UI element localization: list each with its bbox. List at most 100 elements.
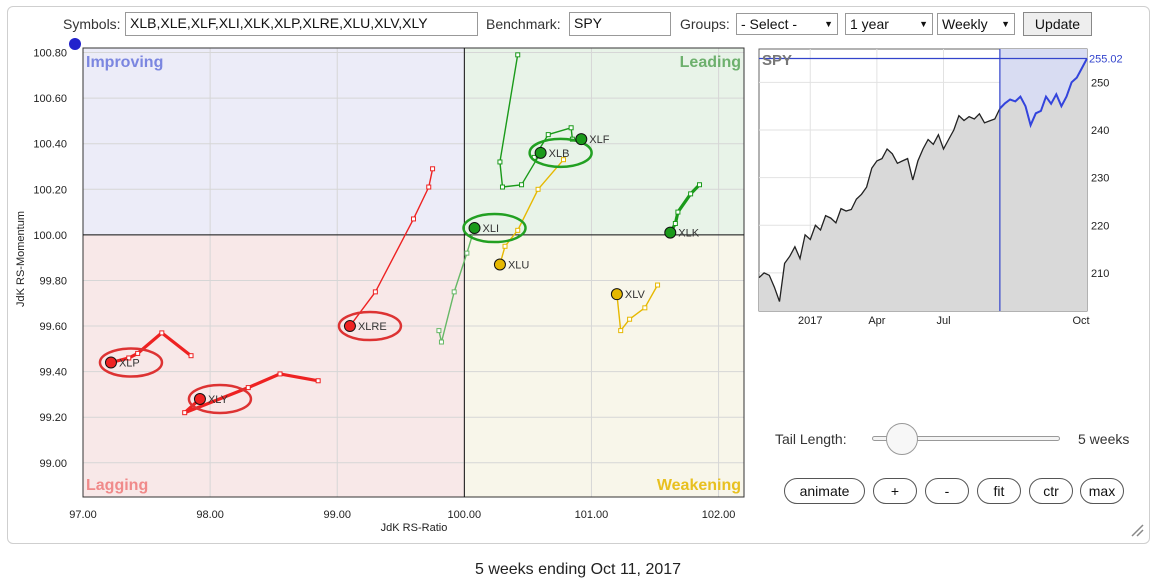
series-label-xly: XLY xyxy=(208,394,229,406)
tail-point-xlf xyxy=(568,125,574,131)
zoom-out-button[interactable]: - xyxy=(925,478,969,504)
fit-button[interactable]: fit xyxy=(977,478,1021,504)
tail-point-xlv xyxy=(655,282,661,288)
plot-border xyxy=(82,47,745,498)
highlight-ring-xlb xyxy=(528,137,593,169)
tail-point-xlp xyxy=(188,353,194,359)
series-label-xli: XLI xyxy=(483,223,500,235)
head-marker-xlre xyxy=(343,320,356,333)
groups-select[interactable]: - Select - ▼ xyxy=(736,13,838,35)
tail-point-xlb xyxy=(519,182,525,188)
symbols-input[interactable]: XLB,XLE,XLF,XLI,XLK,XLP,XLRE,XLU,XLV,XLY xyxy=(125,12,478,36)
benchmark-input[interactable]: SPY xyxy=(569,12,671,36)
spy-y-tick-label: 220 xyxy=(1091,220,1109,232)
y-tick-label: 99.60 xyxy=(39,321,67,333)
x-tick-label: 99.00 xyxy=(323,509,351,521)
series-label-xlu: XLU xyxy=(508,260,529,272)
axes xyxy=(82,47,745,498)
tail-point-xlp xyxy=(135,350,141,356)
tail-point-xlre xyxy=(430,166,436,172)
tail-point-xlb xyxy=(497,159,503,165)
tail-point-xly xyxy=(245,385,251,391)
tail-length-slider-handle[interactable] xyxy=(886,423,918,455)
spy-x-tick-label: Apr xyxy=(868,315,885,327)
corner-dot-icon[interactable] xyxy=(69,38,81,50)
x-tick-label: 97.00 xyxy=(69,509,97,521)
tail-heads: XLB XLF XLI XLK XLU XLV XLRE XLP XLY xyxy=(98,133,700,415)
chevron-down-icon: ▼ xyxy=(1001,19,1010,29)
x-tick-label: 98.00 xyxy=(196,509,224,521)
head-marker-xlp xyxy=(104,356,117,369)
tail-point-xlp xyxy=(126,355,132,361)
resize-handle-icon[interactable] xyxy=(1128,521,1144,537)
head-marker-xlf xyxy=(575,133,588,146)
zoom-in-button[interactable]: + xyxy=(873,478,917,504)
center-button[interactable]: ctr xyxy=(1029,478,1073,504)
tail-point-xlv xyxy=(642,305,648,311)
y-tick-label: 100.60 xyxy=(33,93,67,105)
quadrant-labels: Improving Leading Lagging Weakening xyxy=(86,54,741,494)
improving-quadrant xyxy=(83,48,465,235)
tail-point-xli xyxy=(451,289,457,295)
highlight-ring-xly xyxy=(187,383,253,415)
max-button[interactable]: max xyxy=(1080,478,1124,504)
y-tick-label: 99.20 xyxy=(39,412,67,424)
spy-y-tick-label: 250 xyxy=(1091,77,1109,89)
tick-labels: 100.80 100.60 100.40 100.20 100.00 99.80 99.60… xyxy=(33,48,735,521)
tail-point-xli xyxy=(438,339,444,345)
quadrant-label-leading: Leading xyxy=(680,54,741,71)
tail-point-xlp xyxy=(159,330,165,336)
lagging-quadrant xyxy=(83,234,465,497)
spy-x-tick-label: Jul xyxy=(936,315,950,327)
chart-caption: 5 weeks ending Oct 11, 2017 xyxy=(474,561,682,578)
period-select[interactable]: 1 year ▼ xyxy=(845,13,933,35)
series-label-xlre: XLRE xyxy=(358,321,387,333)
spy-benchmark-chart: SPY 255.02 250 240 230 220 210 2017 Apr Jul Oct xyxy=(758,48,1123,327)
update-button[interactable]: Update xyxy=(1023,12,1092,36)
head-marker-xli xyxy=(468,222,481,235)
weakening-quadrant xyxy=(464,234,744,497)
y-tick-label: 100.80 xyxy=(33,48,67,60)
head-marker-xly xyxy=(193,392,206,405)
spy-x-tick-label: Oct xyxy=(1072,315,1089,327)
tail-point-xlu xyxy=(515,227,521,233)
series-label-xlk: XLK xyxy=(678,228,699,240)
animate-button[interactable]: animate xyxy=(784,478,865,504)
tail-point-xly xyxy=(182,410,188,416)
symbols-label: Symbols: xyxy=(63,16,121,32)
tail-point-xlu xyxy=(535,186,541,192)
frequency-select[interactable]: Weekly ▼ xyxy=(937,13,1015,35)
tail-point-xlf xyxy=(545,132,551,138)
tail-point-xlv xyxy=(618,328,624,334)
frequency-select-value: Weekly xyxy=(942,16,988,32)
x-axis-label: JdK RS-Ratio xyxy=(381,522,448,534)
groups-select-value: - Select - xyxy=(741,16,798,32)
tail-length-slider-track[interactable] xyxy=(872,436,1060,441)
series-label-xlb: XLB xyxy=(549,148,570,160)
spy-title: SPY xyxy=(762,52,792,69)
head-marker-xlk xyxy=(664,226,677,239)
tail-length-value: 5 weeks xyxy=(1078,431,1130,447)
y-tick-label: 100.40 xyxy=(33,139,67,151)
y-tick-label: 99.00 xyxy=(39,458,67,470)
highlight-ring-xlp xyxy=(98,347,164,378)
tail-point-xlk xyxy=(697,182,703,188)
groups-label: Groups: xyxy=(680,16,730,32)
tail-point-xli xyxy=(436,328,442,334)
spy-tail-line xyxy=(999,58,1088,129)
y-axis-label: JdK RS-Momentum xyxy=(15,211,27,307)
y-tick-label: 99.80 xyxy=(39,275,67,287)
spy-last-value: 255.02 xyxy=(1089,54,1123,66)
highlight-ring-xlre xyxy=(337,310,403,342)
y-tick-label: 100.00 xyxy=(33,230,67,242)
x-tick-label: 101.00 xyxy=(575,509,609,521)
quadrants xyxy=(83,48,744,497)
tails: XLB XLF XLI XLK XLU XLV XLRE XLP XLY xyxy=(98,52,703,416)
series-label-xlv: XLV xyxy=(625,289,646,301)
tail-point-xlre xyxy=(372,289,378,295)
series-label-xlf: XLF xyxy=(589,134,609,146)
y-tick-label: 100.20 xyxy=(33,184,67,196)
tail-point-xlk xyxy=(688,191,694,197)
period-select-value: 1 year xyxy=(850,16,889,32)
